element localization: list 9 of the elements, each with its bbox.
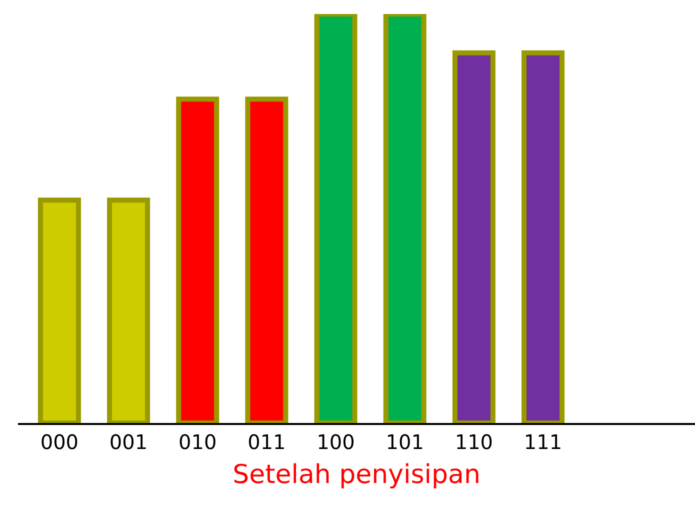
x-tick-label: 110 — [454, 430, 494, 454]
x-tick-label: 001 — [109, 430, 148, 454]
x-tick-label: 111 — [524, 430, 562, 454]
x-tick-label: 011 — [248, 430, 286, 454]
x-tick-label: 101 — [386, 430, 424, 454]
x-tick-label: 000 — [40, 430, 79, 454]
x-tick-label: 100 — [316, 430, 355, 454]
x-tick-label: 010 — [178, 430, 217, 454]
x-axis-title: Setelah penyisipan — [232, 460, 480, 490]
